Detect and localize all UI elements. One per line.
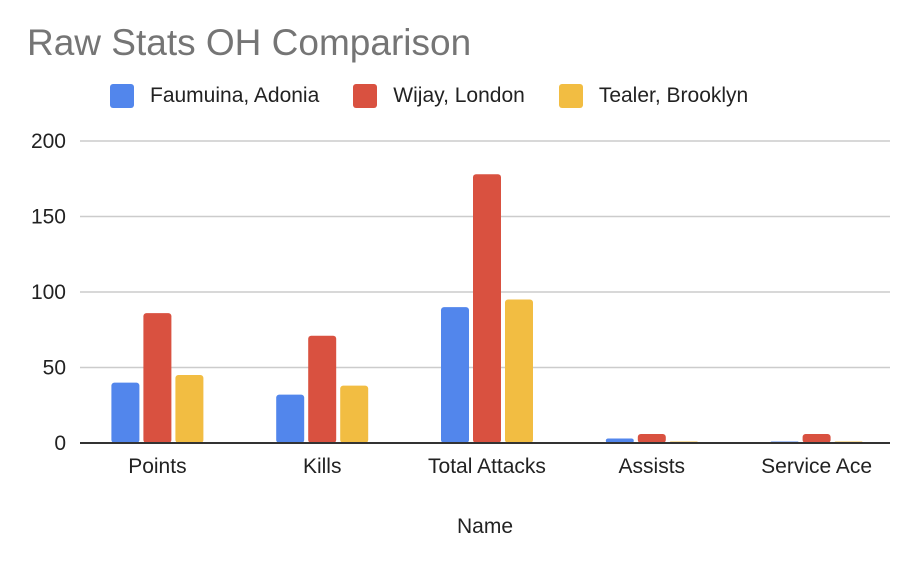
- y-tick-label: 100: [31, 281, 66, 304]
- legend-item: Faumuina, Adonia: [110, 84, 319, 108]
- legend-swatch: [110, 84, 134, 108]
- chart-title: Raw Stats OH Comparison: [27, 22, 472, 63]
- x-tick-label: Kills: [303, 455, 342, 478]
- legend-item: Wijay, London: [353, 84, 525, 108]
- legend: Faumuina, Adonia Wijay, London Tealer, B…: [110, 84, 782, 108]
- y-tick-label: 200: [31, 130, 66, 153]
- y-tick-label: 50: [43, 357, 66, 380]
- legend-label: Faumuina, Adonia: [150, 84, 320, 107]
- bar-wijay-london-points: [143, 313, 172, 443]
- bar-wijay-london-kills: [308, 335, 337, 443]
- legend-label: Tealer, Brooklyn: [598, 84, 749, 107]
- x-tick-label: Assists: [619, 455, 686, 478]
- bar-wijay-london-assists: [637, 433, 666, 443]
- x-tick-label: Points: [128, 455, 186, 478]
- bar-faumuina-adonia-kills: [276, 394, 305, 443]
- legend-item: Tealer, Brooklyn: [558, 84, 749, 108]
- bar-wijay-london-service-ace: [802, 433, 831, 443]
- bar-faumuina-adonia-assists: [605, 438, 634, 443]
- bar-tealer-brooklyn-total-attacks: [505, 299, 533, 443]
- bar-wijay-london-total-attacks: [473, 174, 501, 443]
- bar-faumuina-adonia-points: [111, 382, 140, 443]
- legend-swatch: [558, 84, 583, 108]
- y-tick-label: 0: [54, 432, 66, 455]
- bar-tealer-brooklyn-points: [175, 375, 204, 443]
- y-tick-label: 150: [31, 206, 66, 229]
- x-tick-label: Total Attacks: [428, 455, 546, 478]
- legend-swatch: [353, 84, 378, 108]
- bar-tealer-brooklyn-kills: [340, 385, 369, 443]
- x-tick-label: Service Ace: [761, 455, 872, 478]
- legend-label: Wijay, London: [393, 84, 525, 107]
- x-axis-title: Name: [457, 515, 513, 538]
- bar-faumuina-adonia-total-attacks: [441, 307, 469, 443]
